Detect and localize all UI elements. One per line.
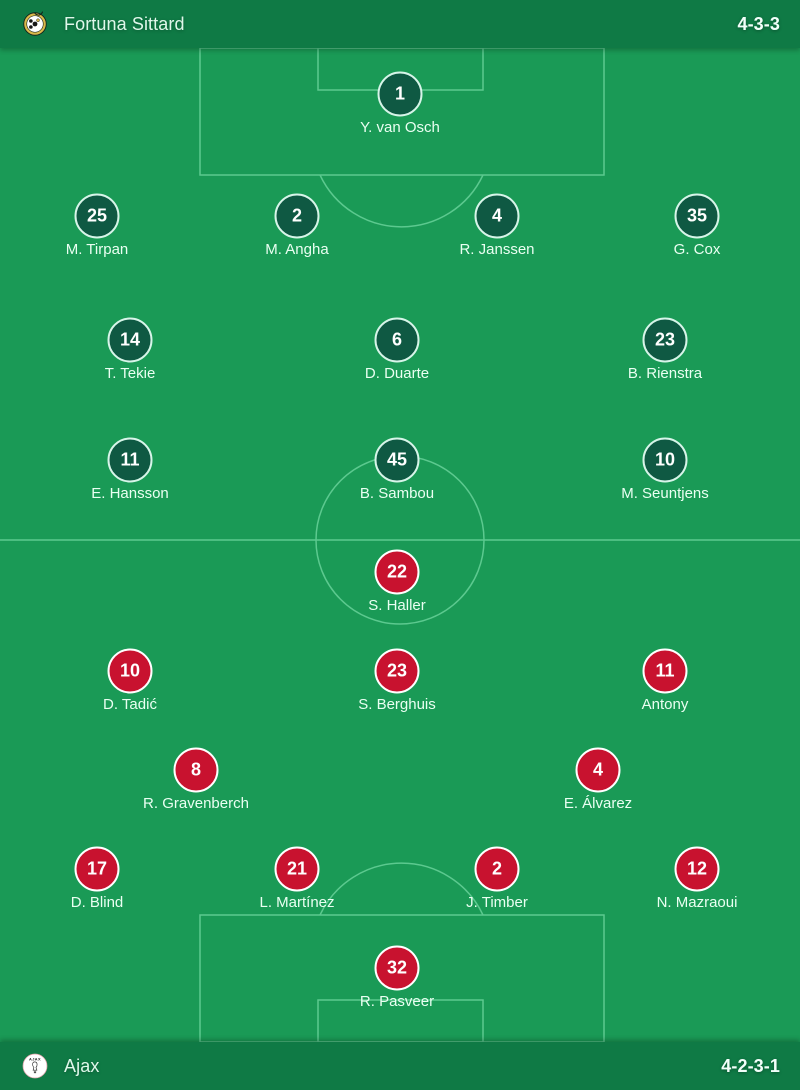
svg-text:AJAX: AJAX [29,1056,41,1061]
